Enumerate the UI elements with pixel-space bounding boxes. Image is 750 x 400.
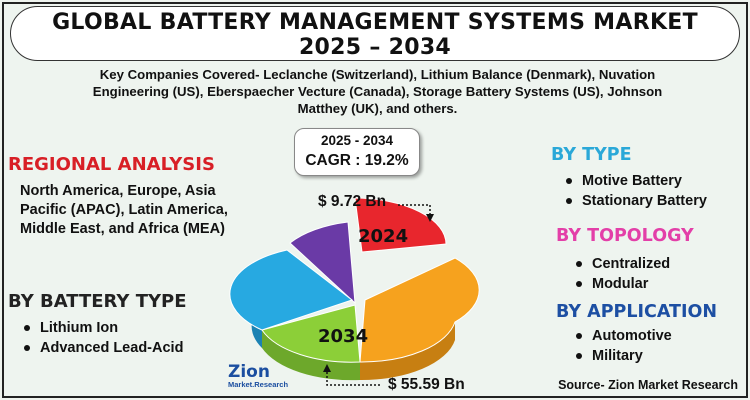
by-application-heading: BY APPLICATION <box>556 302 718 322</box>
list-item: Automotive <box>572 326 672 346</box>
zion-logo: Zion Market.Research <box>228 364 288 394</box>
arrow-2034-value <box>326 372 380 386</box>
battery-type-heading: BY BATTERY TYPE <box>8 291 187 312</box>
cagr-box: 2025 - 2034 CAGR : 19.2% <box>294 128 420 176</box>
title-line-2: 2025 – 2034 <box>298 35 452 60</box>
pie-slice-red <box>354 197 447 253</box>
list-item: Motive Battery <box>562 171 707 191</box>
cagr-period: 2025 - 2034 <box>320 133 394 148</box>
key-companies-text: Key Companies Covered- Leclanche (Switze… <box>92 67 663 116</box>
list-item: Stationary Battery <box>562 191 707 211</box>
regional-analysis-heading: REGIONAL ANALYSIS <box>8 154 215 175</box>
list-item: Centralized <box>572 254 670 274</box>
list-item: Lithium Ion <box>20 318 183 338</box>
pie-label-2034: 2034 <box>318 326 368 347</box>
list-item: Advanced Lead-Acid <box>20 338 183 358</box>
list-item: Modular <box>572 274 670 294</box>
by-topology-heading: BY TOPOLOGY <box>556 226 694 246</box>
title-line-1: GLOBAL BATTERY MANAGEMENT SYSTEMS MARKET <box>52 10 698 35</box>
battery-type-list: Lithium Ion Advanced Lead-Acid <box>20 318 183 358</box>
arrow-2024-head <box>426 214 434 222</box>
pie-slice-orange <box>359 257 480 363</box>
pie-side-green <box>262 330 360 381</box>
value-2034: $ 55.59 Bn <box>388 376 465 393</box>
logo-name: Zion <box>228 362 270 382</box>
logo-sub: Market.Research <box>228 380 289 389</box>
pie-label-2024: 2024 <box>358 226 408 247</box>
cagr-value: CAGR : 19.2% <box>305 152 409 169</box>
by-type-list: Motive Battery Stationary Battery <box>562 171 707 211</box>
source-text: Source- Zion Market Research <box>558 378 738 392</box>
value-2024: $ 9.72 Bn <box>318 193 387 210</box>
arrow-2024-value <box>398 204 431 215</box>
by-type-heading: BY TYPE <box>551 145 632 165</box>
by-application-list: Automotive Military <box>572 326 672 366</box>
list-item: Military <box>572 346 672 366</box>
pie-slice-blue <box>229 249 354 331</box>
regional-analysis-text: North America, Europe, Asia Pacific (APA… <box>20 183 228 237</box>
pie-slice-purple <box>289 221 356 305</box>
pie-side-orange <box>360 322 455 381</box>
pie-slice-green <box>261 304 361 363</box>
arrow-2034-head <box>323 364 331 372</box>
by-topology-list: Centralized Modular <box>572 254 670 294</box>
title-banner: GLOBAL BATTERY MANAGEMENT SYSTEMS MARKET… <box>10 6 740 61</box>
